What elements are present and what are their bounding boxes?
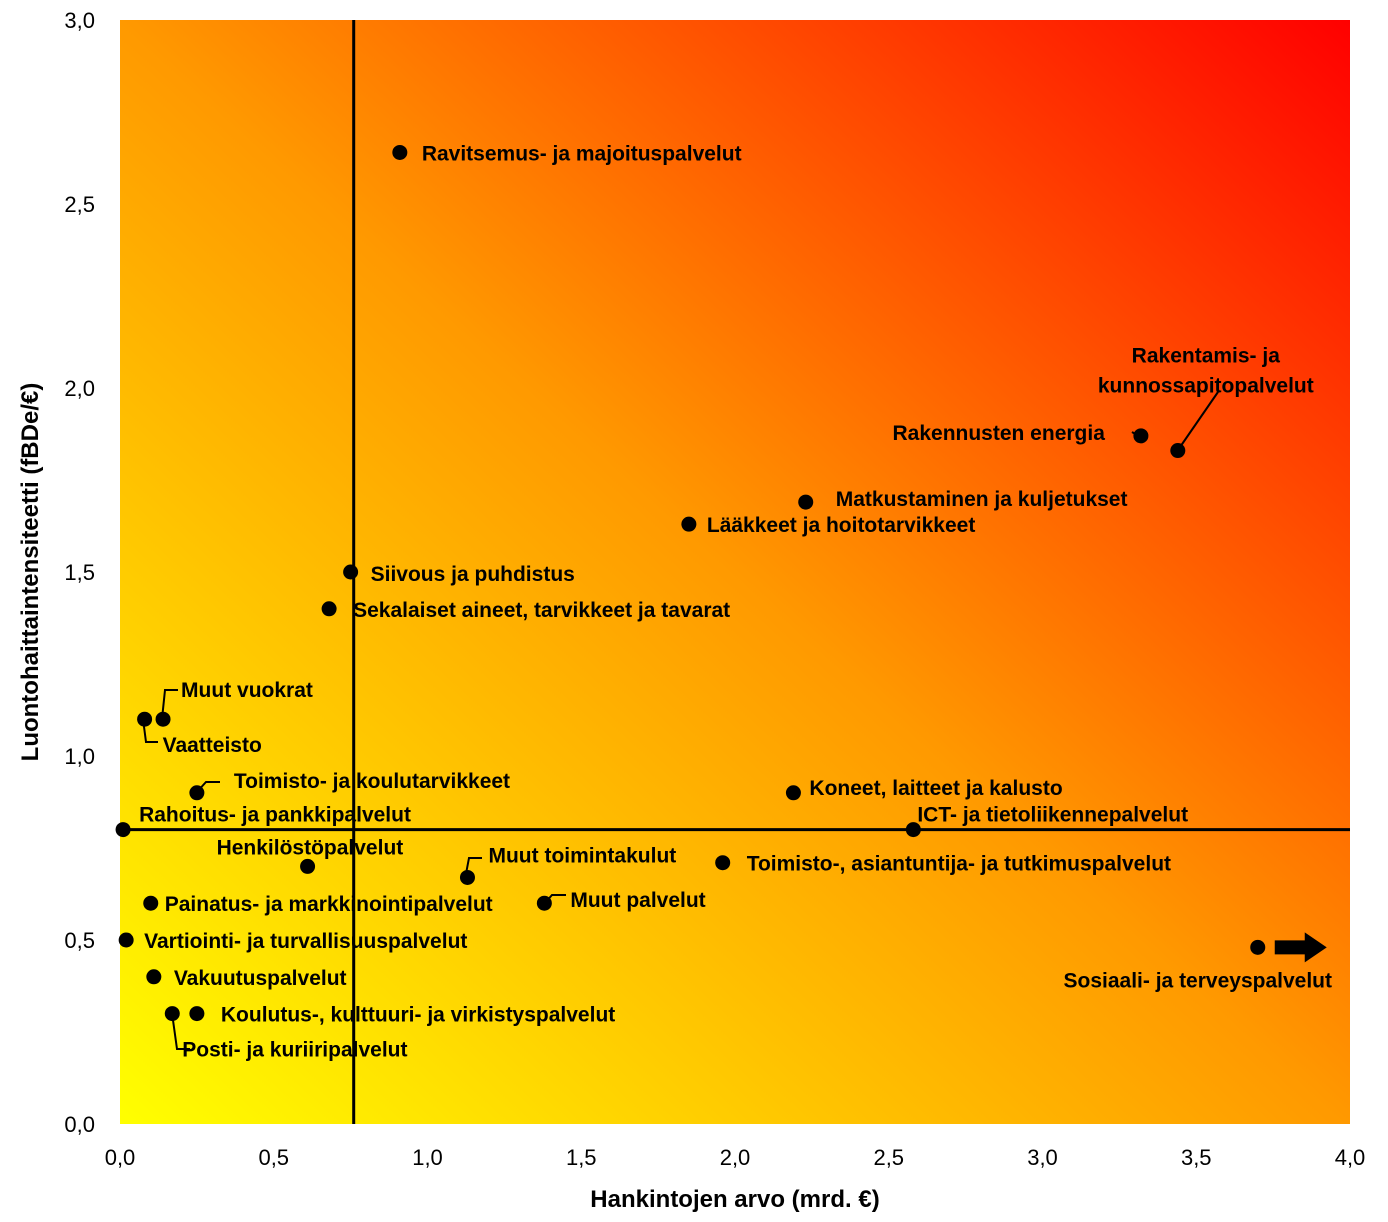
data-point bbox=[1133, 428, 1149, 444]
x-tick-label: 2,5 bbox=[873, 1145, 904, 1170]
y-tick-label: 2,5 bbox=[64, 192, 95, 217]
point-label: Rakennusten energia bbox=[892, 422, 1105, 445]
x-tick-label: 0,0 bbox=[105, 1145, 136, 1170]
point-label: Henkilöstöpalvelut bbox=[217, 836, 404, 859]
point-label: Vakuutuspalvelut bbox=[174, 967, 347, 990]
data-point bbox=[143, 895, 159, 911]
x-tick-label: 3,5 bbox=[1181, 1145, 1212, 1170]
x-tick-label: 0,5 bbox=[258, 1145, 289, 1170]
data-point bbox=[189, 785, 205, 801]
point-label: Lääkkeet ja hoitotarvikkeet bbox=[707, 514, 975, 537]
point-label: Ravitsemus- ja majoituspalvelut bbox=[422, 142, 742, 165]
data-point bbox=[164, 1006, 180, 1022]
point-label: Muut vuokrat bbox=[181, 679, 313, 702]
point-label: Posti- ja kuriiripalvelut bbox=[182, 1039, 407, 1062]
point-label: Sekalaiset aineet, tarvikkeet ja tavarat bbox=[353, 599, 730, 622]
data-point bbox=[118, 932, 134, 948]
point-label: Painatus- ja markkinointipalvelut bbox=[165, 893, 493, 916]
x-tick-label: 2,0 bbox=[720, 1145, 751, 1170]
data-point bbox=[1170, 443, 1186, 459]
data-point bbox=[715, 855, 731, 871]
y-tick-label: 2,0 bbox=[64, 376, 95, 401]
point-label: Koulutus-, kulttuuri- ja virkistyspalvel… bbox=[221, 1004, 615, 1027]
leader-line bbox=[171, 1012, 190, 1050]
point-label: Muut palvelut bbox=[570, 889, 705, 912]
point-label: Koneet, laitteet ja kalusto bbox=[809, 777, 1062, 800]
data-point bbox=[905, 822, 921, 838]
point-label: Vartiointi- ja turvallisuuspalvelut bbox=[144, 930, 467, 953]
plot-area bbox=[120, 20, 1350, 1124]
y-axis-title: Luontohaittaintensiteetti (fBDe/€) bbox=[17, 383, 44, 762]
data-point bbox=[137, 711, 153, 727]
y-tick-label: 0,5 bbox=[64, 928, 95, 953]
data-point bbox=[321, 601, 337, 617]
point-label: Matkustaminen ja kuljetukset bbox=[836, 488, 1128, 511]
y-tick-label: 1,5 bbox=[64, 560, 95, 585]
point-label: Vaatteisto bbox=[163, 734, 262, 757]
point-label: Sosiaali- ja terveyspalvelut bbox=[1064, 969, 1332, 992]
data-point bbox=[300, 858, 316, 874]
x-tick-label: 3,0 bbox=[1027, 1145, 1058, 1170]
data-point bbox=[189, 1006, 205, 1022]
point-label: Toimisto- ja koulutarvikkeet bbox=[234, 770, 510, 793]
point-label: Toimisto-, asiantuntija- ja tutkimuspalv… bbox=[747, 853, 1171, 876]
data-point bbox=[536, 895, 552, 911]
leader-line bbox=[161, 689, 178, 720]
leader-line bbox=[1177, 391, 1219, 451]
data-point bbox=[343, 564, 359, 580]
point-label: Muut toimintakulut bbox=[488, 844, 676, 867]
y-tick-label: 0,0 bbox=[64, 1112, 95, 1137]
x-tick-label: 1,0 bbox=[412, 1145, 443, 1170]
x-tick-label: 4,0 bbox=[1335, 1145, 1366, 1170]
data-point bbox=[1250, 939, 1266, 955]
data-point bbox=[785, 785, 801, 801]
data-point bbox=[459, 869, 475, 885]
point-label: Rakentamis- ja kunnossapitopalvelut bbox=[1098, 345, 1314, 398]
data-point bbox=[798, 494, 814, 510]
point-label: Siivous ja puhdistus bbox=[371, 563, 575, 586]
point-label: ICT- ja tietoliikennepalvelut bbox=[917, 804, 1188, 827]
data-point bbox=[681, 516, 697, 532]
right-arrow-icon bbox=[1274, 932, 1327, 963]
data-point bbox=[392, 144, 408, 160]
x-tick-label: 1,5 bbox=[566, 1145, 597, 1170]
data-point bbox=[155, 711, 171, 727]
y-tick-label: 3,0 bbox=[64, 8, 95, 33]
data-point bbox=[146, 969, 162, 985]
point-label: Rahoitus- ja pankkipalvelut bbox=[139, 804, 411, 827]
data-point bbox=[115, 822, 131, 838]
y-tick-label: 1,0 bbox=[64, 744, 95, 769]
x-axis-title: Hankintojen arvo (mrd. €) bbox=[590, 1186, 879, 1213]
